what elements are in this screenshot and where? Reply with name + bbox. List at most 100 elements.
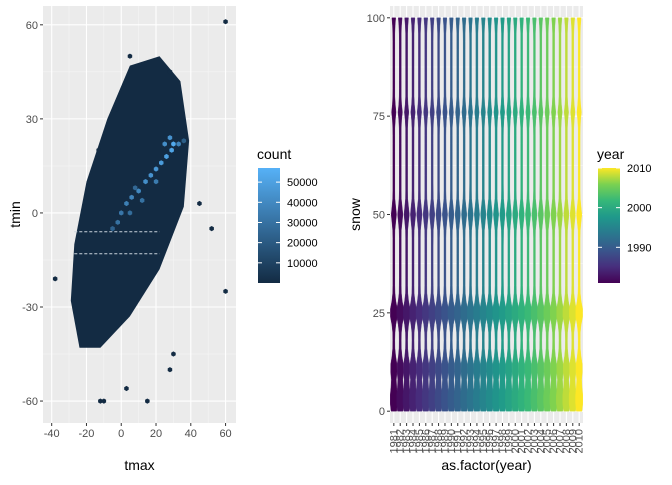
hexbin-cell [153, 166, 159, 172]
violin-x-tick-label: 2009 [567, 429, 579, 453]
year-legend-label: 2000 [627, 203, 651, 215]
violin-x-tick-label: 2008 [561, 429, 573, 453]
hexbin-cell [148, 172, 154, 178]
hexbin-outlier-cell [113, 106, 119, 113]
violin-x-tick-label: 1982 [395, 429, 407, 453]
violin-x-tick-label: 1995 [478, 429, 490, 453]
violin-year-1981 [390, 17, 398, 412]
violin-year-2001 [517, 17, 526, 412]
hexbin-x-tick-label: -20 [79, 428, 95, 440]
violin-y-axis-title: snow [347, 197, 363, 231]
hexbin-outlier-cell [52, 276, 58, 282]
hexbin-cell [136, 188, 141, 194]
hexbin-outlier-cell [167, 367, 173, 373]
violin-year-2008 [562, 17, 571, 412]
violin-x-tick-label: 2003 [529, 429, 541, 453]
hexbin-x-tick-label: 60 [219, 428, 231, 440]
violin-year-1988 [434, 17, 443, 412]
hexbin-outlier-cell [209, 226, 214, 232]
violin-x-tick-label: 1990 [446, 429, 458, 453]
violin-x-tick-label: 2007 [555, 429, 567, 453]
hexbin-cell [162, 141, 167, 147]
violin-x-tick-label: 1986 [420, 429, 432, 453]
violin-year-1993 [466, 17, 475, 412]
violin-x-tick-label: 1991 [452, 429, 464, 453]
count-colorbar [258, 168, 280, 283]
violin-x-tick-label: 1999 [503, 429, 515, 453]
violin-x-tick-label: 1984 [408, 429, 420, 453]
hexbin-x-axis-title: tmax [124, 457, 154, 473]
count-legend-label: 10000 [287, 258, 318, 270]
violin-x-tick-label: 1998 [497, 429, 509, 453]
violin-x-axis: 1981198219831984198519861987198819891990… [388, 423, 586, 453]
violin-y-tick-label: 75 [373, 111, 385, 123]
hexbin-cell [176, 141, 181, 147]
violin-y-tick-label: 100 [367, 13, 385, 25]
hexbin-x-tick-label: -40 [44, 428, 60, 440]
hexbin-y-tick-label: 60 [26, 20, 38, 32]
violin-x-axis-title: as.factor(year) [441, 457, 531, 473]
violin-x-tick-label: 1983 [401, 429, 413, 453]
violin-year-2004 [537, 17, 545, 412]
hexbin-outlier-cell [197, 200, 202, 207]
hexbin-cell [164, 153, 169, 160]
hexbin-outlier-cell [145, 398, 150, 404]
violin-shapes [390, 17, 583, 412]
hexbin-cell [119, 210, 124, 216]
hexbin-outlier-cell [124, 385, 129, 392]
hexbin-cell [110, 226, 115, 232]
violin-year-1997 [492, 17, 500, 412]
violin-year-2010 [575, 17, 583, 412]
violin-year-1992 [460, 17, 468, 412]
violin-year-1985 [415, 17, 424, 412]
violin-y-tick-label: 25 [373, 308, 385, 320]
violin-x-tick-label: 2004 [535, 429, 547, 453]
count-legend-label: 30000 [287, 217, 318, 229]
violin-panel: 1981198219831984198519861987198819891990… [347, 6, 586, 473]
count-legend-ticks: 10000 20000 30000 40000 50000 [258, 177, 318, 270]
violin-x-tick-label: 2001 [516, 429, 528, 453]
violin-year-2000 [511, 17, 520, 412]
hexbin-cell [143, 179, 148, 185]
hexbin-cell [181, 138, 187, 144]
hexbin-y-tick-label: -60 [22, 396, 38, 408]
violin-y-tick-label: 0 [379, 406, 385, 418]
violin-year-1996 [485, 17, 494, 412]
violin-x-tick-label: 1988 [433, 429, 445, 453]
hexbin-cell [171, 141, 176, 147]
violin-x-tick-label: 1993 [465, 429, 477, 453]
hexbin-cell [153, 179, 159, 185]
year-colorbar [598, 168, 620, 283]
hexbin-outlier-cell [171, 351, 176, 357]
count-legend-label: 40000 [287, 197, 318, 209]
violin-x-tick-label: 1992 [459, 429, 471, 453]
violin-x-tick-label: 1987 [427, 429, 439, 453]
violin-x-tick-label: 1981 [388, 429, 400, 453]
violin-year-2003 [530, 17, 539, 412]
hexbin-cell [132, 185, 138, 191]
hexbin-outlier-cell [223, 288, 228, 294]
violin-y-tick-label: 50 [373, 210, 385, 222]
hexbin-x-tick-label: 20 [150, 428, 162, 440]
violin-x-tick-label: 1994 [471, 429, 483, 453]
violin-x-tick-label: 2010 [574, 429, 586, 453]
count-legend-label: 20000 [287, 238, 318, 250]
violin-year-2009 [568, 17, 577, 412]
violin-x-tick-label: 1996 [484, 429, 496, 453]
violin-x-tick-label: 1985 [414, 429, 426, 453]
violin-year-1995 [479, 17, 488, 412]
hexbin-outlier-cell [98, 398, 103, 404]
violin-year-1987 [428, 17, 436, 412]
violin-x-tick-label: 1989 [440, 429, 452, 453]
hexbin-cell [139, 197, 145, 203]
hexbin-y-tick-label: 30 [26, 114, 38, 126]
violin-x-tick-label: 2005 [542, 429, 554, 453]
hexbin-y-axis-title: tmin [7, 201, 23, 227]
hexbin-cell [169, 147, 174, 153]
hexbin-low-density-region [70, 56, 190, 348]
hexbin-x-tick-label: 0 [118, 428, 124, 440]
hexbin-outlier-cell [127, 53, 133, 59]
violin-y-axis: 0 25 50 75 100 [367, 13, 390, 418]
